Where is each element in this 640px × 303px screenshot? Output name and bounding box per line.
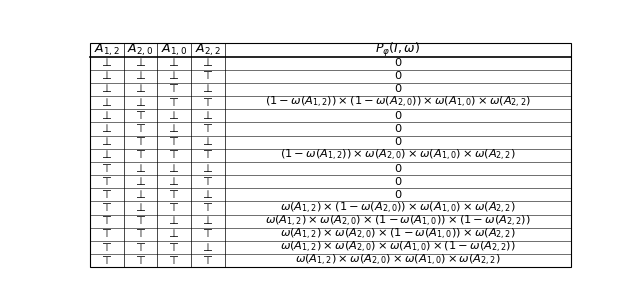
Text: $A_{1,2}$: $A_{1,2}$ — [94, 42, 120, 58]
Text: ⊥: ⊥ — [169, 58, 179, 68]
Text: ⊤: ⊤ — [136, 256, 145, 266]
Text: ⊥: ⊥ — [203, 58, 212, 68]
Text: ⊥: ⊥ — [203, 111, 212, 121]
Text: ⊤: ⊤ — [203, 71, 212, 81]
Text: ⊤: ⊤ — [203, 229, 212, 239]
Text: ⊥: ⊥ — [136, 58, 145, 68]
Text: ⊥: ⊥ — [102, 58, 112, 68]
Text: ⊤: ⊤ — [169, 190, 179, 200]
Text: ⊤: ⊤ — [136, 137, 145, 147]
Text: ⊥: ⊥ — [136, 98, 145, 108]
Text: ⊥: ⊥ — [102, 150, 112, 160]
Text: ⊥: ⊥ — [136, 164, 145, 174]
Text: ⊥: ⊥ — [203, 190, 212, 200]
Text: ⊥: ⊥ — [169, 216, 179, 226]
Text: ⊥: ⊥ — [203, 164, 212, 174]
Text: $(1 - \omega(A_{1,2})) \times (1 - \omega(A_{2,0})) \times \omega(A_{1,0}) \time: $(1 - \omega(A_{1,2})) \times (1 - \omeg… — [265, 95, 531, 110]
Text: 0: 0 — [394, 124, 401, 134]
Text: ⊤: ⊤ — [169, 137, 179, 147]
Text: ⊤: ⊤ — [203, 256, 212, 266]
Text: ⊤: ⊤ — [102, 216, 112, 226]
Text: ⊤: ⊤ — [169, 203, 179, 213]
Text: ⊤: ⊤ — [203, 124, 212, 134]
Text: ⊥: ⊥ — [203, 85, 212, 95]
Text: ⊤: ⊤ — [203, 98, 212, 108]
Text: ⊤: ⊤ — [169, 256, 179, 266]
Text: $P_{\varphi}(I, \omega)$: $P_{\varphi}(I, \omega)$ — [376, 41, 420, 59]
Text: ⊤: ⊤ — [169, 150, 179, 160]
Text: ⊥: ⊥ — [169, 164, 179, 174]
Text: ⊥: ⊥ — [169, 111, 179, 121]
Text: 0: 0 — [394, 177, 401, 187]
Text: ⊥: ⊥ — [102, 98, 112, 108]
Text: ⊤: ⊤ — [102, 164, 112, 174]
Text: ⊥: ⊥ — [203, 216, 212, 226]
Text: ⊥: ⊥ — [136, 71, 145, 81]
Text: ⊤: ⊤ — [102, 229, 112, 239]
Text: $A_{1,0}$: $A_{1,0}$ — [161, 42, 188, 58]
Text: 0: 0 — [394, 85, 401, 95]
Text: ⊤: ⊤ — [102, 256, 112, 266]
Text: $(1 - \omega(A_{1,2})) \times \omega(A_{2,0}) \times \omega(A_{1,0}) \times \ome: $(1 - \omega(A_{1,2})) \times \omega(A_{… — [280, 148, 516, 163]
Text: $\omega(A_{1,2}) \times \omega(A_{2,0}) \times (1 - \omega(A_{1,0})) \times (1 -: $\omega(A_{1,2}) \times \omega(A_{2,0}) … — [265, 214, 531, 229]
Text: ⊥: ⊥ — [102, 137, 112, 147]
Text: ⊥: ⊥ — [203, 137, 212, 147]
Text: ⊥: ⊥ — [136, 85, 145, 95]
Text: ⊤: ⊤ — [102, 203, 112, 213]
Text: ⊤: ⊤ — [136, 124, 145, 134]
Text: ⊤: ⊤ — [203, 203, 212, 213]
Text: ⊤: ⊤ — [136, 243, 145, 253]
Text: 0: 0 — [394, 71, 401, 81]
Text: $\omega(A_{1,2}) \times \omega(A_{2,0}) \times \omega(A_{1,0}) \times (1 - \omeg: $\omega(A_{1,2}) \times \omega(A_{2,0}) … — [280, 240, 516, 255]
Text: ⊤: ⊤ — [102, 243, 112, 253]
Text: 0: 0 — [394, 164, 401, 174]
Text: ⊤: ⊤ — [136, 111, 145, 121]
Text: ⊤: ⊤ — [136, 216, 145, 226]
Text: ⊤: ⊤ — [136, 229, 145, 239]
Text: ⊥: ⊥ — [169, 71, 179, 81]
Text: ⊥: ⊥ — [102, 71, 112, 81]
Text: ⊥: ⊥ — [169, 124, 179, 134]
Text: ⊥: ⊥ — [136, 203, 145, 213]
Text: ⊥: ⊥ — [169, 177, 179, 187]
Text: ⊥: ⊥ — [203, 243, 212, 253]
Text: ⊥: ⊥ — [102, 124, 112, 134]
Text: ⊤: ⊤ — [203, 177, 212, 187]
Text: ⊤: ⊤ — [203, 150, 212, 160]
Text: ⊤: ⊤ — [169, 243, 179, 253]
Text: 0: 0 — [394, 137, 401, 147]
Text: $\omega(A_{1,2}) \times (1 - \omega(A_{2,0})) \times \omega(A_{1,0}) \times \ome: $\omega(A_{1,2}) \times (1 - \omega(A_{2… — [280, 201, 516, 216]
Text: ⊤: ⊤ — [169, 85, 179, 95]
Text: $A_{2,2}$: $A_{2,2}$ — [195, 42, 221, 58]
Text: ⊤: ⊤ — [169, 98, 179, 108]
Text: ⊥: ⊥ — [169, 229, 179, 239]
Text: ⊥: ⊥ — [102, 85, 112, 95]
Text: $\omega(A_{1,2}) \times \omega(A_{2,0}) \times (1 - \omega(A_{1,0})) \times \ome: $\omega(A_{1,2}) \times \omega(A_{2,0}) … — [280, 227, 516, 242]
Text: 0: 0 — [394, 58, 401, 68]
Text: ⊤: ⊤ — [136, 150, 145, 160]
Text: 0: 0 — [394, 190, 401, 200]
Text: ⊥: ⊥ — [136, 177, 145, 187]
Text: ⊤: ⊤ — [102, 190, 112, 200]
Text: ⊥: ⊥ — [136, 190, 145, 200]
Text: ⊥: ⊥ — [102, 111, 112, 121]
Text: $\omega(A_{1,2}) \times \omega(A_{2,0}) \times \omega(A_{1,0}) \times \omega(A_{: $\omega(A_{1,2}) \times \omega(A_{2,0}) … — [295, 253, 500, 268]
Text: ⊤: ⊤ — [102, 177, 112, 187]
Text: $A_{2,0}$: $A_{2,0}$ — [127, 42, 154, 58]
Text: 0: 0 — [394, 111, 401, 121]
